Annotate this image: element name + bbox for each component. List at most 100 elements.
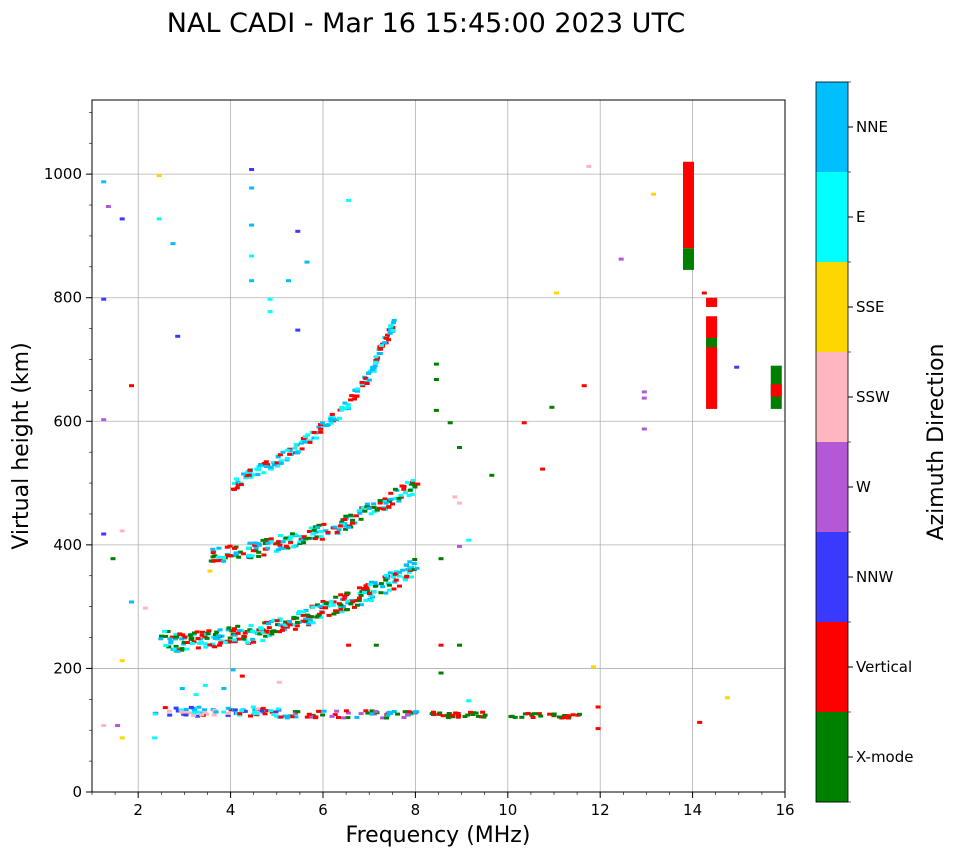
data-point: [384, 336, 390, 340]
data-point: [362, 591, 367, 595]
data-point: [352, 605, 357, 609]
data-point: [119, 217, 125, 221]
data-point: [166, 709, 172, 713]
data-point: [235, 624, 241, 628]
data-point: [388, 491, 394, 495]
data-point: [341, 407, 347, 411]
data-point: [358, 593, 364, 597]
data-point: [235, 637, 241, 641]
data-point: [306, 712, 312, 716]
data-point: [283, 544, 289, 548]
data-point: [342, 518, 348, 521]
data-point: [224, 640, 230, 644]
data-point: [301, 541, 307, 545]
data-point: [371, 590, 377, 594]
data-point: [378, 344, 384, 347]
data-point: [273, 710, 279, 714]
data-point: [101, 180, 107, 184]
data-point: [250, 549, 256, 553]
data-point: [343, 709, 349, 713]
data-point: [293, 711, 299, 715]
data-point: [294, 621, 300, 624]
data-point: [253, 549, 259, 553]
data-points: [101, 161, 782, 740]
data-point: [225, 713, 231, 717]
data-point: [227, 544, 233, 548]
data-point: [315, 614, 321, 618]
y-tick-label: 200: [53, 659, 82, 677]
data-point: [225, 554, 231, 557]
data-point: [376, 352, 382, 355]
data-point: [337, 605, 343, 609]
colorbar-segment: [816, 532, 848, 623]
data-point: [447, 421, 453, 425]
data-point: [641, 390, 647, 394]
x-tick-label: 6: [318, 801, 328, 819]
data-point: [277, 534, 283, 537]
data-point: [256, 550, 262, 554]
data-point: [246, 473, 252, 477]
data-point: [273, 549, 279, 553]
data-point: [253, 546, 259, 549]
data-point: [318, 430, 324, 434]
data-point: [173, 637, 178, 641]
data-point: [269, 630, 275, 633]
data-point: [387, 331, 393, 335]
data-point: [345, 601, 351, 605]
data-point: [368, 599, 374, 602]
data-point: [482, 713, 488, 717]
data-point: [392, 487, 398, 491]
data-point: [508, 715, 514, 719]
data-point: [466, 538, 472, 542]
vertical-bar: [706, 297, 718, 307]
data-point: [402, 710, 408, 714]
data-point: [173, 706, 179, 710]
data-point: [156, 217, 162, 221]
data-point: [268, 465, 274, 469]
data-point: [163, 644, 169, 647]
data-point: [390, 502, 395, 506]
data-point: [445, 713, 451, 717]
data-point: [412, 485, 418, 489]
data-point: [314, 535, 320, 539]
data-point: [414, 566, 420, 570]
data-point: [388, 323, 394, 327]
data-point: [383, 591, 389, 595]
data-point: [591, 665, 596, 669]
data-point: [217, 643, 223, 647]
data-point: [257, 632, 263, 636]
data-point: [386, 710, 392, 714]
data-point: [237, 712, 243, 716]
data-point: [263, 465, 269, 468]
data-point: [259, 709, 265, 713]
data-point: [257, 626, 263, 630]
data-point: [307, 440, 313, 444]
data-point: [265, 709, 271, 713]
data-point: [303, 435, 308, 439]
data-point: [333, 595, 339, 599]
data-point: [438, 643, 444, 647]
data-point: [271, 461, 277, 464]
data-point: [377, 501, 383, 505]
data-point: [334, 610, 340, 614]
data-point: [521, 421, 527, 425]
data-point: [321, 709, 327, 713]
data-point: [227, 636, 233, 640]
data-point: [368, 580, 374, 584]
data-point: [697, 720, 703, 724]
data-point: [269, 632, 275, 636]
data-point: [195, 646, 201, 650]
data-point: [232, 638, 237, 642]
data-point: [247, 541, 253, 545]
data-point: [401, 485, 407, 488]
data-point: [275, 455, 281, 459]
data-point: [410, 480, 415, 484]
data-point: [166, 645, 172, 649]
data-point: [183, 713, 189, 717]
data-point: [181, 642, 187, 646]
y-axis-ticks: 0 200 400 600 800 1000: [44, 112, 92, 801]
data-point: [263, 460, 269, 464]
data-point: [353, 514, 359, 518]
data-point: [408, 712, 414, 716]
data-point: [167, 637, 173, 641]
